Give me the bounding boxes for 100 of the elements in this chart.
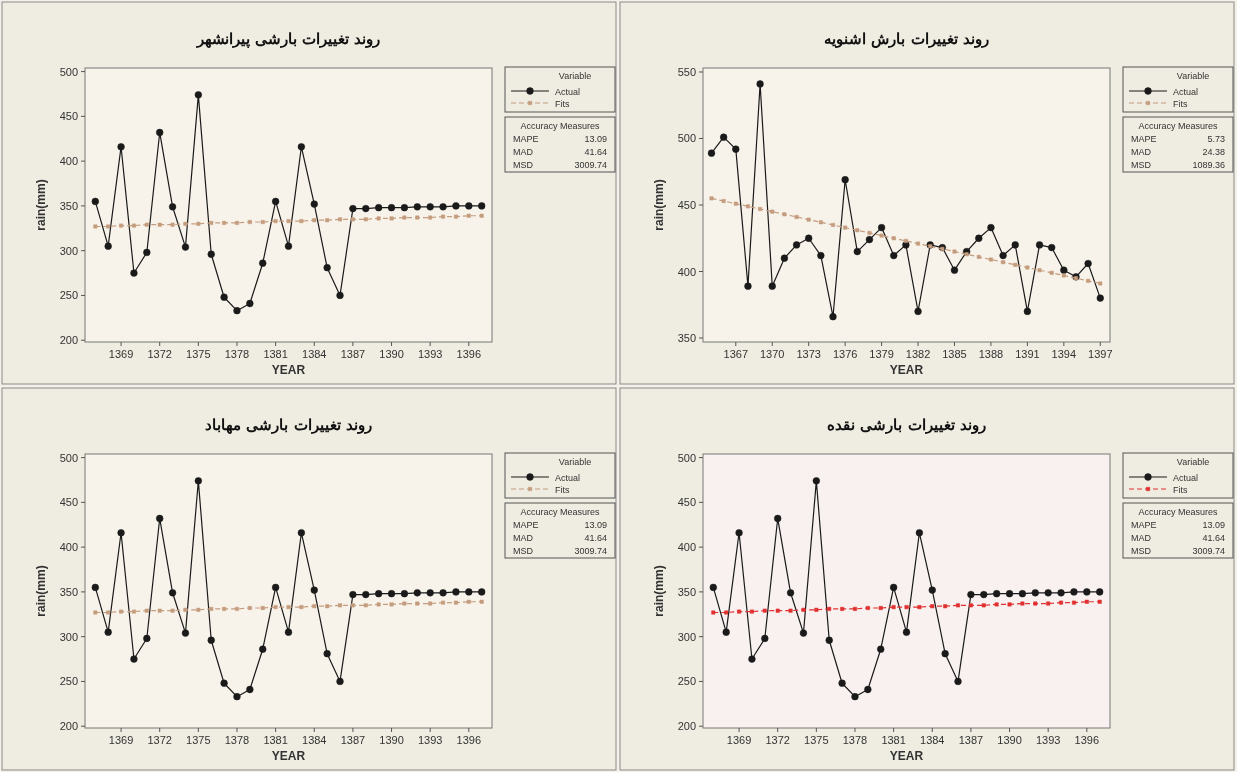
x-tick-label: 1375 [186, 348, 211, 360]
text: 13.09 [1202, 520, 1225, 530]
legend-label: Fits [1173, 484, 1188, 495]
x-tick-label: 1396 [456, 734, 482, 746]
x-tick-label: 1370 [760, 348, 785, 360]
x-axis-title: YEAR [271, 749, 306, 763]
text: 41.64 [1202, 533, 1225, 543]
x-tick-label: 1372 [147, 734, 172, 746]
x-tick-label: 1396 [456, 348, 482, 360]
y-tick-label: 250 [59, 289, 78, 302]
text: MAD [513, 533, 534, 543]
x-tick-label: 1384 [920, 734, 945, 746]
text: MAPE [513, 134, 539, 144]
legend-label: Fits [1173, 98, 1188, 109]
text: 5.73 [1207, 134, 1225, 144]
text: MAPE [513, 520, 539, 530]
y-tick-label: 400 [59, 155, 78, 168]
x-tick-label: 1381 [263, 348, 288, 360]
x-tick-label: 1393 [417, 734, 443, 746]
chart-title: روند تغییرات بارشی پیرانشهر [195, 30, 381, 49]
x-tick-label: 1384 [302, 734, 327, 746]
legend-label: Actual [1173, 472, 1199, 483]
text: MAD [513, 147, 534, 157]
x-tick-label: 1375 [186, 734, 211, 746]
chart-title: روند تغییرات بارش اشنویه [824, 30, 989, 48]
x-axis-title: YEAR [889, 749, 924, 763]
x-tick-label: 1378 [224, 348, 250, 360]
x-tick-label: 1394 [1051, 348, 1077, 360]
legend-label: Fits [555, 484, 570, 495]
text: MSD [1131, 546, 1152, 556]
text: MAD [1131, 533, 1152, 543]
legend-title: Variable [1176, 457, 1210, 467]
y-tick-label: 450 [59, 110, 78, 123]
y-tick-label: 400 [677, 541, 696, 554]
text: MAD [1131, 147, 1152, 157]
x-tick-label: 1387 [340, 734, 366, 746]
x-tick-label: 1391 [1015, 348, 1040, 360]
x-tick-label: 1390 [997, 734, 1022, 746]
y-tick-label: 450 [677, 496, 696, 509]
x-tick-label: 1378 [224, 734, 250, 746]
x-tick-label: 1373 [796, 348, 821, 360]
text: 24.38 [1202, 147, 1225, 157]
x-axis-title: YEAR [271, 363, 306, 377]
y-tick-label: 550 [677, 65, 696, 78]
y-tick-label: 450 [677, 199, 696, 211]
text: Accuracy Measures [1138, 507, 1219, 517]
chart-title: روند تغییرات بارشی نقده [827, 416, 986, 434]
text: 3009.74 [574, 546, 607, 556]
legend-label: Actual [1173, 86, 1199, 97]
x-tick-label: 1390 [379, 734, 404, 746]
text: MAPE [1131, 520, 1157, 530]
y-tick-label: 200 [677, 720, 696, 733]
text: 41.64 [584, 533, 607, 543]
y-tick-label: 350 [59, 199, 78, 212]
x-tick-label: 1390 [379, 348, 404, 360]
text: MSD [1131, 160, 1152, 170]
x-tick-label: 1369 [108, 734, 134, 746]
text: Accuracy Measures [520, 507, 601, 517]
text: 13.09 [584, 134, 607, 144]
x-tick-label: 1387 [340, 348, 366, 360]
x-tick-label: 1381 [263, 734, 288, 746]
x-tick-label: 1396 [1074, 734, 1100, 746]
y-tick-label: 300 [59, 244, 78, 257]
x-tick-label: 1367 [723, 348, 749, 360]
y-tick-label: 350 [59, 585, 78, 598]
y-tick-label: 250 [59, 675, 78, 688]
y-tick-label: 350 [677, 332, 696, 345]
legend-label: Actual [555, 472, 581, 483]
y-tick-label: 400 [59, 541, 78, 554]
chart-title: روند تغییرات بارشی مهاباد [205, 416, 372, 434]
y-axis-title: rain(mm) [652, 565, 666, 617]
text: MSD [513, 160, 534, 170]
x-tick-label: 1388 [978, 348, 1004, 360]
y-tick-label: 500 [59, 65, 78, 78]
text: MAPE [1131, 134, 1157, 144]
text: 3009.74 [574, 160, 607, 170]
y-tick-label: 400 [677, 265, 696, 278]
x-tick-label: 1393 [1035, 734, 1061, 746]
x-tick-label: 1369 [108, 348, 134, 360]
y-tick-label: 200 [59, 334, 78, 347]
legend-title: Variable [558, 71, 592, 81]
text: Accuracy Measures [1138, 121, 1219, 131]
x-tick-label: 1369 [726, 734, 752, 746]
text: 3009.74 [1192, 546, 1225, 556]
y-tick-label: 500 [59, 451, 78, 464]
y-tick-label: 500 [677, 451, 696, 464]
y-tick-label: 450 [59, 496, 78, 509]
x-tick-label: 1376 [832, 348, 858, 360]
legend-title: Variable [1176, 71, 1210, 81]
x-tick-label: 1382 [905, 348, 931, 360]
legend-label: Fits [555, 98, 570, 109]
y-axis-title: rain(mm) [34, 179, 48, 231]
x-tick-label: 1379 [869, 348, 894, 360]
x-tick-label: 1387 [958, 734, 984, 746]
x-axis-title: YEAR [889, 363, 924, 377]
text: 41.64 [584, 147, 607, 157]
text: 1089.36 [1192, 160, 1225, 170]
y-tick-label: 300 [59, 630, 78, 643]
y-tick-label: 200 [59, 720, 78, 733]
text: 13.09 [584, 520, 607, 530]
